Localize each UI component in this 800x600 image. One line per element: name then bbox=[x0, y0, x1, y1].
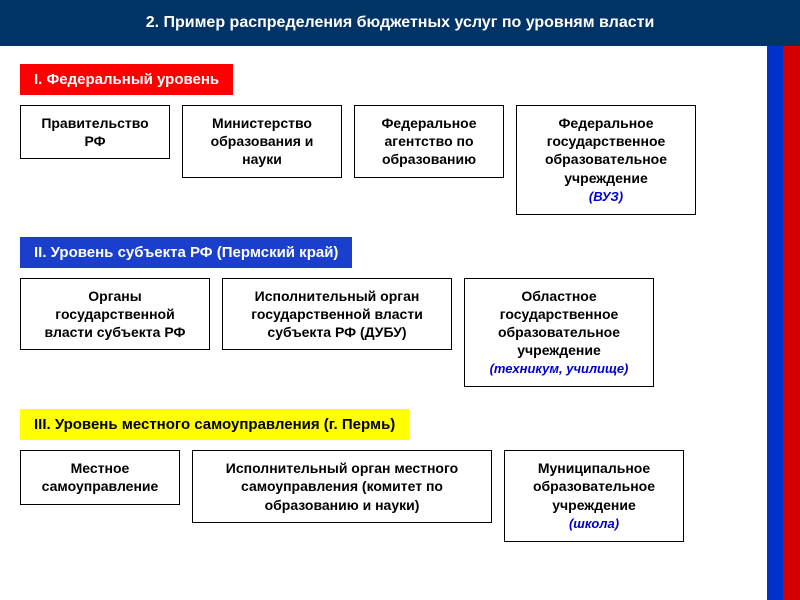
org-box: Правительство РФ bbox=[20, 105, 170, 159]
org-box-subtitle: (техникум, училище) bbox=[475, 361, 643, 378]
org-box: Министерство образования и науки bbox=[182, 105, 342, 178]
org-box: Органы государственной власти субъекта Р… bbox=[20, 278, 210, 351]
diagram-content: I. Федеральный уровень Правительство РФ Ми… bbox=[0, 46, 800, 582]
org-box: Исполнительный орган местного самоуправл… bbox=[192, 450, 492, 523]
org-box-label: Министерство образования и науки bbox=[193, 114, 331, 169]
org-box-label: Областное государственное образовательно… bbox=[475, 287, 643, 360]
org-box-label: Федеральное государственное образователь… bbox=[527, 114, 685, 187]
level-row-municipal: Местное самоуправление Исполнительный орг… bbox=[20, 450, 740, 541]
org-box-label: Органы государственной власти субъекта Р… bbox=[31, 287, 199, 342]
org-box-label: Местное самоуправление bbox=[31, 459, 169, 495]
level-row-regional: Органы государственной власти субъекта Р… bbox=[20, 278, 740, 388]
org-box: Местное самоуправление bbox=[20, 450, 180, 504]
org-box: Федеральное государственное образователь… bbox=[516, 105, 696, 215]
level-header-federal: I. Федеральный уровень bbox=[20, 64, 233, 95]
org-box-label: Федеральное агентство по образованию bbox=[365, 114, 493, 169]
slide-title: 2. Пример распределения бюджетных услуг … bbox=[0, 0, 800, 46]
org-box: Исполнительный орган государственной вла… bbox=[222, 278, 452, 351]
org-box-label: Муниципальное образовательное учреждение bbox=[515, 459, 673, 514]
org-box-label: Правительство РФ bbox=[31, 114, 159, 150]
org-box: Областное государственное образовательно… bbox=[464, 278, 654, 388]
stripe-red bbox=[783, 46, 800, 600]
org-box: Муниципальное образовательное учреждение… bbox=[504, 450, 684, 541]
level-header-regional: II. Уровень субъекта РФ (Пермский край) bbox=[20, 237, 352, 268]
org-box: Федеральное агентство по образованию bbox=[354, 105, 504, 178]
stripe-blue bbox=[767, 46, 784, 600]
level-row-federal: Правительство РФ Министерство образования… bbox=[20, 105, 740, 215]
stripe-white bbox=[750, 46, 767, 600]
org-box-subtitle: (ВУЗ) bbox=[527, 189, 685, 206]
level-header-municipal: III. Уровень местного самоуправления (г.… bbox=[20, 409, 409, 440]
flag-tricolor bbox=[750, 46, 800, 600]
org-box-label: Исполнительный орган местного самоуправл… bbox=[203, 459, 481, 514]
org-box-subtitle: (школа) bbox=[515, 516, 673, 533]
org-box-label: Исполнительный орган государственной вла… bbox=[233, 287, 441, 342]
